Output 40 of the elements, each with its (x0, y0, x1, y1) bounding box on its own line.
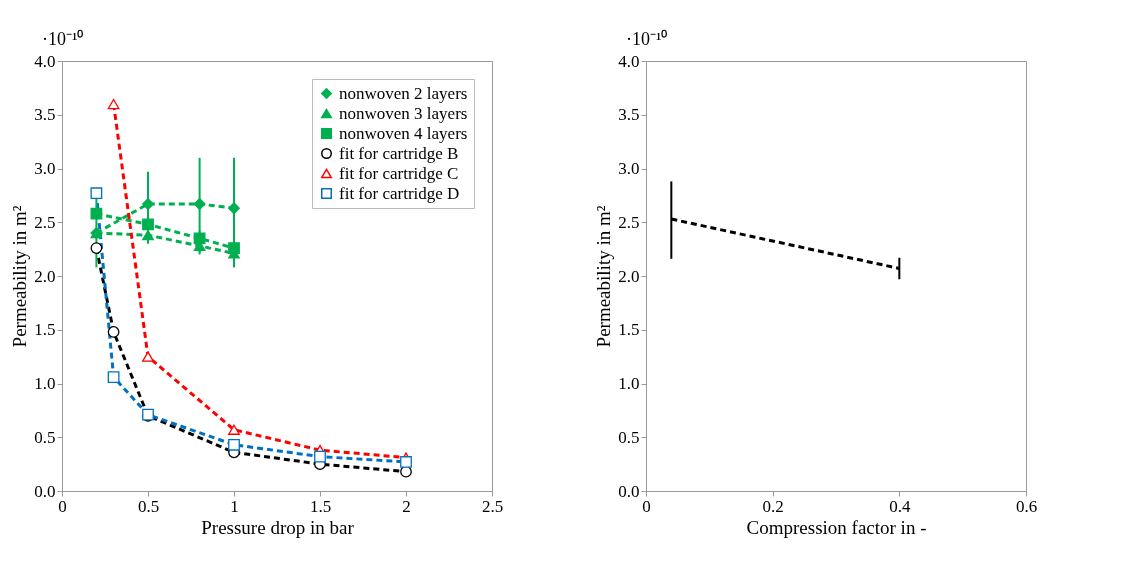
x-tick-label: 0.5 (137, 496, 160, 516)
y-tick-label: 0.5 (618, 427, 640, 447)
y-axis-title: Permeability in m² (9, 205, 31, 348)
y-tick-label: 4.0 (618, 51, 640, 71)
x-tick-label: 1.5 (309, 496, 332, 516)
legend-label: nonwoven 2 layers (339, 83, 468, 103)
legend-label: nonwoven 4 layers (339, 123, 468, 143)
y-tick-label: 0.0 (34, 481, 56, 501)
y-tick-label: 3.0 (34, 159, 56, 178)
legend-label: fit for cartridge D (339, 183, 460, 203)
y-tick-label: 2.5 (34, 212, 56, 232)
x-tick-label: 0.6 (1015, 496, 1038, 516)
y-tick-label: 2.0 (618, 266, 640, 286)
y-tick-label: 3.5 (34, 105, 56, 125)
legend-label: fit for cartridge C (339, 163, 459, 183)
x-tick-label: 2.5 (481, 496, 504, 516)
legend-label: nonwoven 3 layers (339, 103, 468, 123)
y-tick-label: 1.5 (34, 320, 56, 340)
y-tick-label: 4.0 (34, 51, 56, 71)
text: ·10⁻¹⁰ (42, 29, 84, 49)
text: ·10⁻¹⁰ (626, 29, 668, 49)
y-axis-title: Permeability in m² (593, 205, 615, 348)
x-tick-label: 0 (642, 496, 651, 516)
x-tick-label: 1 (230, 496, 239, 516)
y-tick-label: 3.0 (618, 159, 640, 178)
y-tick-label: 0.0 (618, 481, 640, 501)
x-tick-label: 0.4 (889, 496, 911, 516)
y-tick-label: 1.0 (34, 374, 56, 393)
y-tick-label: 1.0 (618, 374, 640, 393)
x-axis-title: Pressure drop in bar (201, 516, 355, 538)
y-tick-label: 3.5 (618, 105, 640, 125)
y-tick-label: 2.0 (34, 266, 56, 286)
x-axis-title: Compression factor in - (746, 516, 927, 538)
x-tick-label: 0 (58, 496, 67, 516)
legend-label: fit for cartridge B (339, 143, 459, 163)
y-tick-label: 0.5 (34, 427, 56, 447)
y-tick-label: 1.5 (618, 320, 640, 340)
x-tick-label: 2 (402, 496, 411, 516)
x-tick-label: 0.2 (762, 496, 784, 516)
y-tick-label: 2.5 (618, 212, 640, 232)
